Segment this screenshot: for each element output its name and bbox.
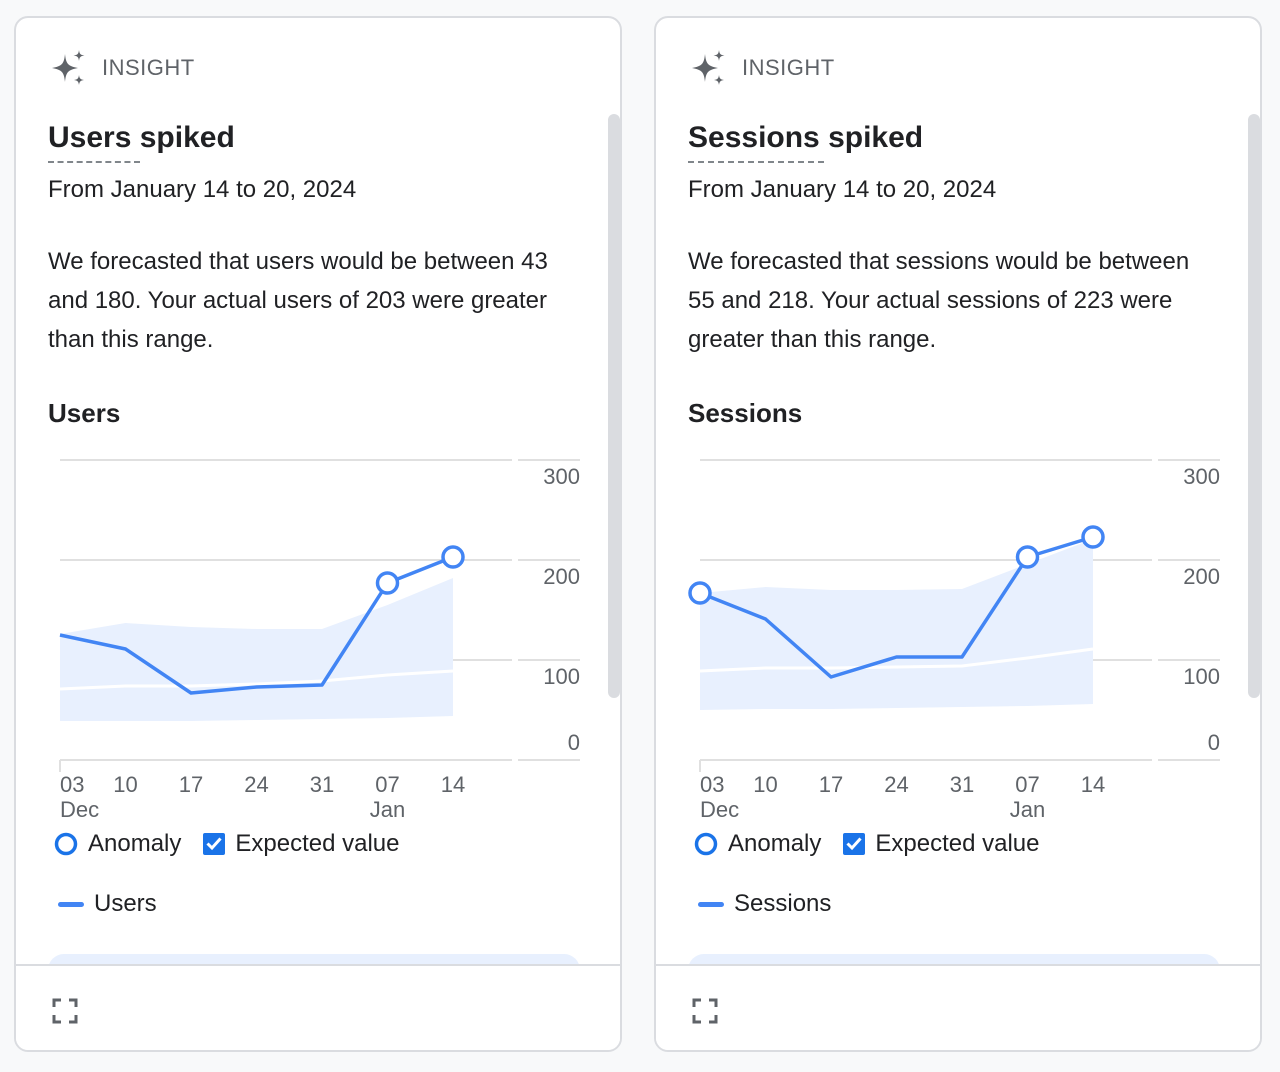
insight-description: We forecasted that sessions would be bet… bbox=[688, 248, 1190, 353]
card-header: INSIGHT bbox=[48, 48, 195, 88]
y-tick-label: 100 bbox=[543, 664, 580, 689]
legend-expected-label: Expected value bbox=[875, 830, 1040, 857]
x-tick-label: 17 bbox=[179, 772, 203, 797]
fullscreen-icon bbox=[52, 998, 78, 1024]
checkbox-icon[interactable] bbox=[203, 833, 226, 855]
expected-value-line bbox=[699, 647, 1094, 673]
legend-series-label: Users bbox=[94, 890, 157, 917]
y-tick-label: 200 bbox=[543, 564, 580, 589]
insight-card-sessions: INSIGHT Sessions spiked From January 14 … bbox=[654, 16, 1262, 1052]
x-month-label: Jan bbox=[370, 797, 405, 822]
legend-series-label: Sessions bbox=[734, 890, 832, 917]
sparkle-icon bbox=[52, 50, 85, 85]
insight-card-users: INSIGHT Users spiked From January 14 to … bbox=[14, 16, 622, 1052]
series-swatch bbox=[698, 901, 724, 907]
legend-series: Users bbox=[58, 890, 157, 918]
expand-button[interactable] bbox=[48, 994, 82, 1028]
anomaly-point bbox=[441, 545, 465, 569]
date-range: From January 14 to 20, 2024 bbox=[48, 176, 357, 203]
insight-description: We forecasted that users would be betwee… bbox=[48, 248, 548, 353]
x-month-label: Jan bbox=[1010, 797, 1045, 822]
chart-title: Sessions bbox=[688, 398, 803, 428]
x-tick-label: 24 bbox=[244, 772, 268, 797]
x-tick-label: 03 bbox=[60, 772, 84, 797]
legend-anomaly-label: Anomaly bbox=[88, 830, 182, 857]
users-line-chart: 0 100 200 300 03 10 17 24 31 07 14 Dec Jan bbox=[59, 459, 580, 822]
expand-button[interactable] bbox=[688, 994, 722, 1028]
insight-title[interactable]: Sessions spiked bbox=[688, 121, 924, 154]
x-tick-label: 17 bbox=[819, 772, 843, 797]
anomaly-point bbox=[1015, 545, 1040, 569]
anomaly-point bbox=[375, 571, 400, 595]
y-tick-label: 200 bbox=[1183, 564, 1220, 589]
scrollbar[interactable] bbox=[1248, 114, 1260, 698]
x-tick-label: 10 bbox=[113, 772, 137, 797]
sparkle-icon bbox=[692, 50, 725, 85]
x-tick-label: 24 bbox=[884, 772, 908, 797]
card-footer bbox=[656, 964, 1260, 1050]
x-tick-label: 10 bbox=[753, 772, 777, 797]
x-tick-label: 14 bbox=[441, 772, 465, 797]
x-month-label: Dec bbox=[60, 797, 99, 822]
fullscreen-icon bbox=[692, 998, 718, 1024]
x-tick-label: 31 bbox=[310, 772, 334, 797]
legend-expected-label: Expected value bbox=[235, 830, 400, 857]
anomaly-circle-icon bbox=[694, 832, 718, 856]
chart-legend: Anomaly Expected value bbox=[694, 830, 1039, 858]
insight-label: INSIGHT bbox=[102, 55, 195, 80]
insight-title[interactable]: Users spiked bbox=[48, 121, 235, 154]
x-tick-label: 03 bbox=[700, 772, 724, 797]
x-tick-label: 14 bbox=[1081, 772, 1105, 797]
insight-label: INSIGHT bbox=[742, 55, 835, 80]
y-tick-label: 100 bbox=[1183, 664, 1220, 689]
x-tick-label: 07 bbox=[1015, 772, 1039, 797]
legend-anomaly-label: Anomaly bbox=[728, 830, 822, 857]
scrollbar[interactable] bbox=[608, 114, 620, 698]
anomaly-point bbox=[1081, 525, 1105, 549]
x-tick-label: 07 bbox=[375, 772, 399, 797]
card-header: INSIGHT bbox=[688, 48, 835, 88]
y-tick-label: 300 bbox=[1183, 464, 1220, 489]
x-tick-label: 31 bbox=[950, 772, 974, 797]
anomaly-point bbox=[688, 581, 712, 605]
title-underline bbox=[48, 161, 140, 163]
y-tick-label: 0 bbox=[1208, 730, 1220, 755]
date-range: From January 14 to 20, 2024 bbox=[688, 176, 997, 203]
anomaly-circle-icon bbox=[54, 832, 78, 856]
chart-legend: Anomaly Expected value bbox=[54, 830, 399, 858]
sessions-line-chart: 0 100 200 300 03 10 17 24 31 07 14 Dec Jan bbox=[688, 459, 1220, 822]
y-tick-label: 300 bbox=[543, 464, 580, 489]
legend-series: Sessions bbox=[698, 890, 831, 918]
x-month-label: Dec bbox=[700, 797, 739, 822]
checkbox-icon[interactable] bbox=[843, 833, 866, 855]
forecast-band bbox=[60, 578, 453, 721]
card-footer bbox=[16, 964, 620, 1050]
expected-value-line bbox=[59, 669, 454, 691]
y-tick-label: 0 bbox=[568, 730, 580, 755]
series-swatch bbox=[58, 901, 84, 907]
chart-title: Users bbox=[48, 398, 121, 428]
title-underline bbox=[688, 161, 824, 163]
